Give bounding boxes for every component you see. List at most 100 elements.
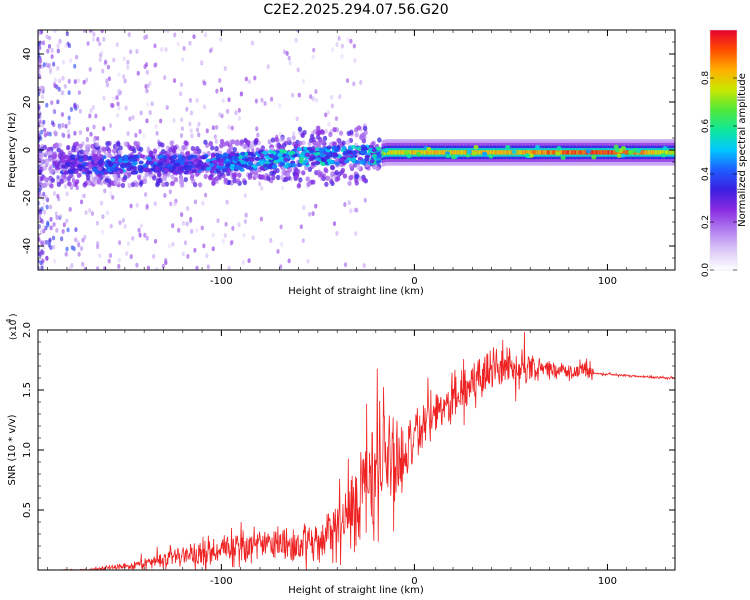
- spectrogram-cell: [272, 156, 278, 161]
- spectrogram-cell: [65, 31, 69, 37]
- spectrogram-cell: [73, 130, 77, 136]
- spectrogram-cell: [135, 202, 139, 208]
- spectrogram-cell: [145, 235, 149, 241]
- spectrogram-cell: [332, 152, 338, 157]
- spectrogram-cell: [131, 236, 135, 241]
- spectrogram-cell: [377, 137, 382, 143]
- spectrogram-cell: [103, 188, 107, 194]
- spectrogram-cell: [71, 145, 77, 151]
- spectrogram-cell: [128, 116, 132, 122]
- spectrogram-cell: [52, 222, 56, 227]
- spectrogram-cell: [211, 180, 216, 186]
- spectrogram-cell: [170, 159, 176, 164]
- spectrogram-x-tick-label: 0: [411, 276, 417, 287]
- spectrogram-cell: [139, 110, 143, 116]
- spectrogram-band: [565, 150, 568, 155]
- spectrogram-band: [602, 150, 605, 155]
- spectrogram-cell: [183, 140, 188, 146]
- spectrogram-cell: [68, 58, 73, 64]
- spectrogram-cell: [40, 159, 46, 165]
- spectrogram-cell: [78, 108, 82, 114]
- spectrogram-cell: [279, 224, 283, 230]
- spectrogram-cell: [297, 126, 303, 132]
- spectrogram-cell: [112, 57, 116, 63]
- spectrogram-band: [666, 150, 669, 155]
- spectrogram-cell: [95, 220, 99, 226]
- spectrogram-cell: [78, 143, 83, 149]
- spectrogram-cell: [74, 237, 78, 243]
- snr-y-tick-label: 1.5: [22, 382, 33, 398]
- spectrogram-cell: [89, 30, 93, 33]
- snr-scale-suffix: ): [9, 313, 19, 317]
- spectrogram-cell: [180, 158, 186, 163]
- spectrogram-band: [510, 150, 513, 155]
- spectrogram-band: [539, 150, 542, 155]
- spectrogram-cell: [84, 144, 90, 150]
- spectrogram-band: [584, 150, 587, 155]
- spectrogram-cell: [221, 238, 225, 244]
- spectrogram-cell: [233, 157, 239, 162]
- spectrogram-cell: [123, 174, 128, 181]
- spectrogram-cell: [131, 114, 135, 120]
- spectrogram-band: [440, 150, 443, 155]
- spectrogram-cell: [100, 30, 104, 34]
- spectrogram-cell: [40, 94, 45, 100]
- spectrogram-cell: [54, 131, 58, 136]
- spectrogram-cell: [172, 170, 178, 175]
- spectrogram-cell: [465, 153, 471, 158]
- spectrogram-cell: [144, 168, 150, 173]
- spectrogram-cell: [251, 235, 255, 241]
- spectrogram-cell: [217, 161, 223, 166]
- spectrogram-cell: [218, 166, 224, 171]
- spectrogram-cell: [314, 98, 318, 103]
- spectrogram-cell: [111, 148, 117, 154]
- colorbar-frame: [709, 29, 738, 271]
- spectrogram-cell: [190, 133, 194, 139]
- spectrogram-cell: [44, 194, 48, 200]
- spectrogram-band: [456, 150, 459, 155]
- spectrogram-cell: [126, 241, 131, 246]
- spectrogram-cell: [308, 211, 312, 217]
- spectrogram-band: [504, 150, 507, 155]
- spectrogram-cell: [311, 179, 316, 185]
- spectrogram-cell: [255, 126, 259, 132]
- spectrogram-cell: [164, 257, 168, 263]
- spectrogram-cell: [249, 143, 254, 150]
- spectrogram-cell: [42, 119, 46, 125]
- spectrogram-cell: [227, 124, 231, 130]
- spectrogram-cell: [135, 144, 140, 150]
- spectrogram-cell: [235, 178, 241, 184]
- spectrogram-cell: [306, 181, 311, 187]
- spectrogram-cell: [276, 248, 280, 254]
- spectrogram-cell: [89, 108, 93, 113]
- spectrogram-cell: [150, 167, 156, 172]
- spectrogram-cell: [266, 64, 270, 70]
- spectrogram-cell: [85, 77, 89, 83]
- spectrogram-band: [400, 150, 403, 155]
- colorbar: 0.0 0.2 0.4 0.6 0.8 Normalized spectral ampl…: [701, 29, 748, 277]
- spectrogram-cell: [110, 157, 116, 162]
- spectrogram-cell: [38, 106, 41, 112]
- spectrogram-band: [390, 150, 393, 155]
- spectrogram-cell: [107, 182, 112, 188]
- spectrogram-cell: [68, 266, 72, 270]
- spectrogram-cell: [211, 166, 217, 171]
- spectrogram-band: [605, 150, 608, 155]
- spectrogram-cell: [256, 132, 260, 138]
- spectrogram-cell: [96, 179, 102, 185]
- spectrogram-cell: [306, 146, 313, 151]
- spectrogram-cell: [338, 94, 342, 99]
- spectrogram-band: [508, 150, 511, 155]
- spectrogram-cell: [324, 181, 329, 187]
- spectrogram-cell: [230, 125, 234, 131]
- spectrogram-cell: [269, 170, 274, 176]
- spectrogram-band: [454, 150, 457, 155]
- spectrogram-band: [381, 151, 384, 156]
- spectrogram-band: [492, 150, 495, 155]
- spectrogram-cell: [620, 153, 626, 158]
- spectrogram-cell: [62, 222, 66, 228]
- spectrogram-band: [595, 150, 598, 155]
- spectrogram-cell: [41, 182, 46, 189]
- spectrogram-cell: [100, 200, 104, 206]
- spectrogram-cell: [163, 30, 167, 33]
